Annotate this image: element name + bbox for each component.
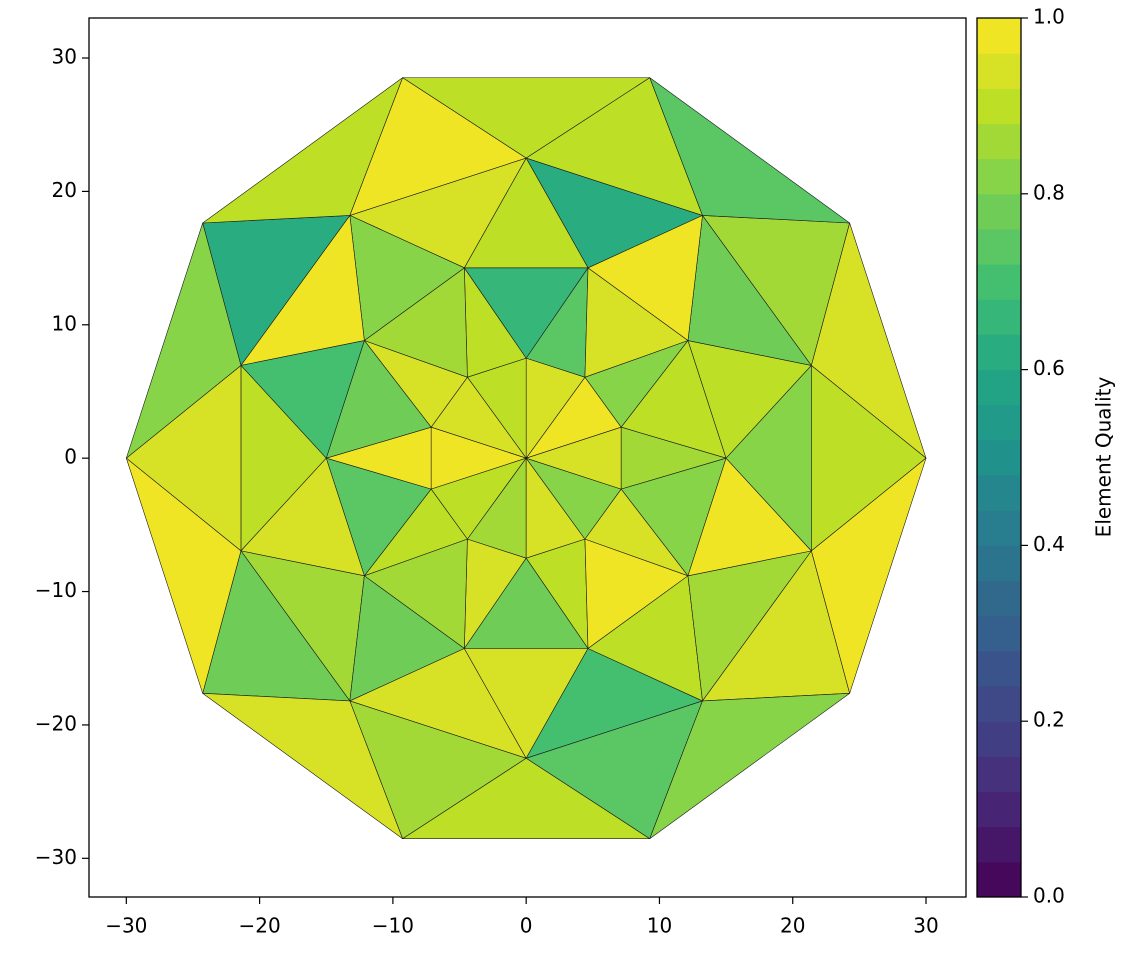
colorbar-band <box>977 580 1021 617</box>
mesh-element <box>202 693 403 840</box>
colorbar-band <box>977 369 1021 406</box>
colorbar-tick-label: 1.0 <box>1033 5 1065 29</box>
mesh-element <box>402 757 651 840</box>
colorbar-band <box>977 299 1021 335</box>
colorbar-band <box>977 193 1021 230</box>
colorbar-band <box>977 861 1021 898</box>
mesh-element <box>202 77 403 224</box>
colorbar-band <box>977 158 1021 195</box>
x-tick-label: −20 <box>238 914 280 938</box>
mesh-element <box>126 457 242 694</box>
colorbar-frame <box>976 17 1022 898</box>
colorbar-band <box>977 18 1021 54</box>
colorbar-band <box>977 826 1021 863</box>
colorbar-band <box>977 404 1021 441</box>
colorbar-tick-label: 0.0 <box>1033 884 1065 908</box>
mesh-element <box>649 77 850 224</box>
colorbar-tick-label: 0.6 <box>1033 356 1065 380</box>
colorbar-band <box>977 88 1021 124</box>
colorbar-band <box>977 264 1021 300</box>
mesh-element <box>126 222 242 459</box>
colorbar-band <box>977 439 1021 476</box>
colorbar-band <box>977 510 1021 546</box>
x-tick-label: 0 <box>520 914 533 938</box>
y-tick-label: −20 <box>35 711 77 735</box>
colorbar-tick-label: 0.4 <box>1033 532 1065 556</box>
colorbar-band <box>977 53 1021 89</box>
y-tick-label: 0 <box>64 445 77 469</box>
colorbar-band <box>977 123 1021 160</box>
plot-frame <box>88 17 967 898</box>
y-tick-label: 10 <box>52 311 77 335</box>
colorbar-band <box>977 615 1021 652</box>
colorbar-tick-label: 0.2 <box>1033 708 1065 732</box>
y-tick-label: −10 <box>35 578 77 602</box>
colorbar-band <box>977 756 1021 793</box>
colorbar-label: Element Quality <box>1092 377 1116 538</box>
y-tick-label: 30 <box>52 45 77 69</box>
x-tick-label: 10 <box>647 914 672 938</box>
x-tick-label: −10 <box>372 914 414 938</box>
colorbar-band <box>977 650 1021 687</box>
colorbar-band <box>977 475 1021 511</box>
mesh-element <box>649 693 850 840</box>
colorbar-band <box>977 721 1021 757</box>
colorbar-band <box>977 686 1021 722</box>
x-tick-label: 30 <box>913 914 938 938</box>
mesh-element <box>811 457 927 694</box>
x-tick-label: −30 <box>105 914 147 938</box>
y-tick-label: −30 <box>35 845 77 869</box>
colorbar-tick-label: 0.8 <box>1033 180 1065 204</box>
colorbar-band <box>977 545 1021 582</box>
colorbar-band <box>977 791 1021 828</box>
mesh-element <box>402 77 651 159</box>
y-tick-label: 20 <box>52 178 77 202</box>
colorbar-band <box>977 228 1021 265</box>
colorbar-band <box>977 334 1021 371</box>
x-tick-label: 20 <box>780 914 805 938</box>
